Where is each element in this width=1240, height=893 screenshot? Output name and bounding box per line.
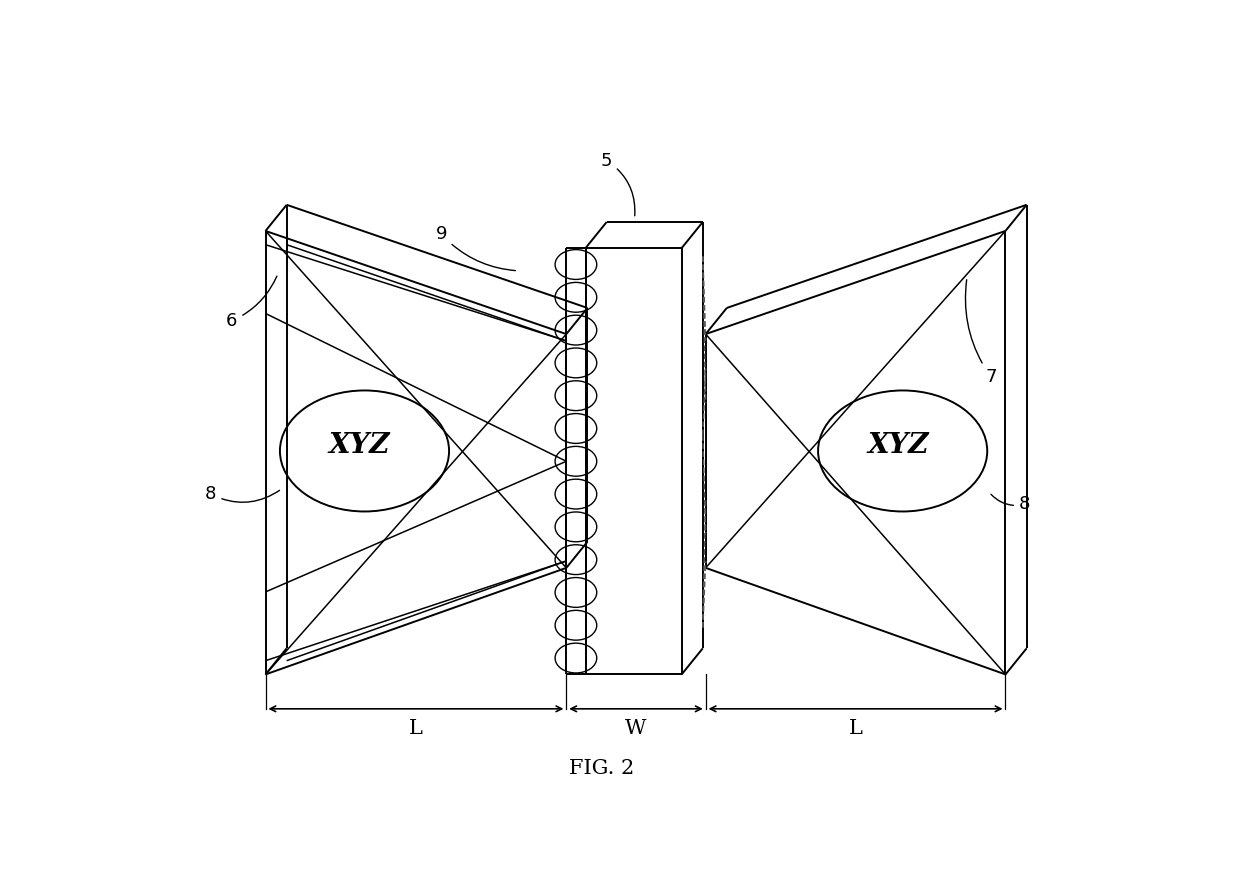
Text: W: W [625,719,647,738]
Text: XYZ: XYZ [329,432,391,459]
Text: FIG. 2: FIG. 2 [569,759,635,778]
Text: L: L [409,719,423,738]
Text: 6: 6 [226,276,277,330]
Text: L: L [848,719,863,738]
Text: XYZ: XYZ [867,432,929,459]
Text: 9: 9 [435,225,516,271]
Text: 8: 8 [991,495,1030,513]
Text: 8: 8 [205,485,279,503]
Text: 7: 7 [966,280,997,386]
Text: 5: 5 [601,152,635,216]
